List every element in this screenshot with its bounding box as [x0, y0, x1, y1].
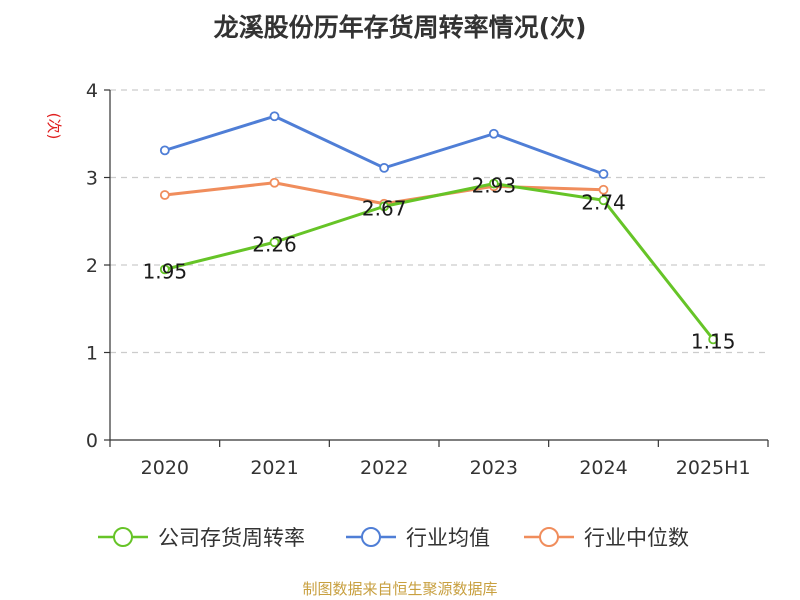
x-tick-label-4: 2024	[579, 457, 627, 479]
series-2-point-1	[269, 177, 280, 188]
series-0-point-4	[598, 195, 609, 206]
series-0-point-3	[488, 178, 499, 189]
legend-marker-0	[113, 527, 133, 547]
series-0-point-0	[159, 264, 170, 275]
y-tick-label-2: 2	[86, 255, 98, 277]
series-0-point-1	[269, 237, 280, 248]
y-tick-label-3: 3	[86, 168, 98, 190]
legend-marker-1	[361, 527, 381, 547]
legend-marker-2	[539, 527, 559, 547]
x-tick-label-2: 2022	[360, 457, 408, 479]
x-tick-label-3: 2023	[470, 457, 518, 479]
data-label-1: 2.26	[252, 232, 297, 256]
data-label-3: 2.93	[472, 174, 517, 198]
series-2-point-0	[159, 190, 170, 200]
data-label-4: 2.74	[581, 190, 626, 214]
series-line-0	[164, 182, 715, 341]
y-tick-label-4: 4	[86, 80, 98, 102]
data-label-0: 1.95	[143, 259, 188, 283]
y-axis-unit-label: (次)	[45, 113, 63, 140]
series-2-point-4	[598, 184, 609, 195]
chart-title: 龙溪股份历年存货周转率情况(次)	[213, 13, 587, 42]
y-tick-label-1: 1	[86, 343, 98, 365]
legend-label-1: 行业均值	[406, 526, 490, 550]
series-1-point-0	[159, 145, 170, 156]
data-label-2: 2.67	[362, 196, 407, 220]
y-tick-label-0: 0	[86, 430, 98, 452]
legend-label-0: 公司存货周转率	[158, 526, 305, 550]
series-1-point-1	[269, 111, 280, 122]
x-tick-label-0: 2020	[141, 457, 189, 479]
x-tick-label-1: 2021	[250, 457, 298, 479]
series-1-point-2	[379, 162, 390, 173]
series-1-point-3	[488, 128, 499, 139]
source-note: 制图数据来自恒生聚源数据库	[302, 580, 498, 598]
series-0-point-2	[379, 201, 390, 212]
series-0-point-5	[708, 334, 719, 345]
series-1-point-4	[598, 169, 609, 179]
legend-label-2: 行业中位数	[584, 526, 689, 550]
x-tick-label-5: 2025H1	[676, 457, 751, 479]
data-label-5: 1.15	[691, 329, 736, 353]
